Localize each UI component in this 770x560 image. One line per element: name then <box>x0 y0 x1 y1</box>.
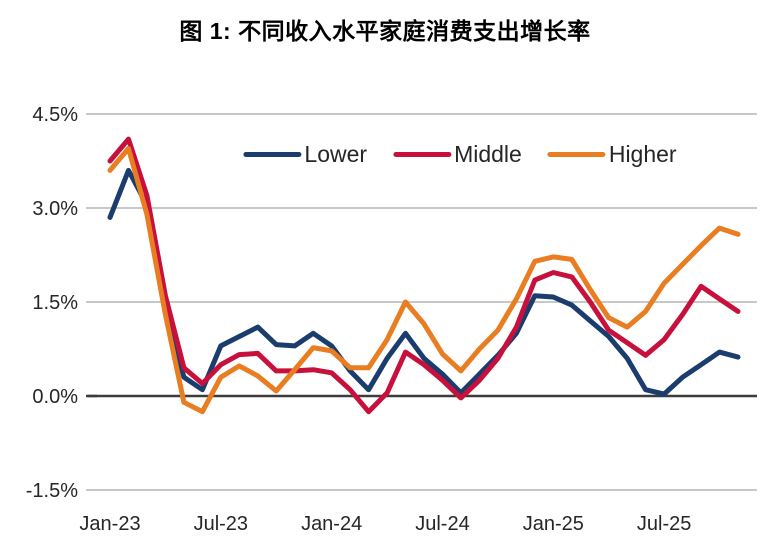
series-line-lower <box>107 167 741 397</box>
higher-line-swatch <box>547 152 606 157</box>
chart-legend: Lower Middle Higher <box>243 141 677 167</box>
chart-title: 图 1: 不同收入水平家庭消费支出增长率 <box>179 18 591 44</box>
legend-item-lower: Lower <box>243 143 367 166</box>
legend-item-higher: Higher <box>547 141 677 167</box>
legend-label-middle: Middle <box>454 141 522 167</box>
y-axis-tick-label: -1.5% <box>26 480 78 502</box>
x-axis-tick-label: Jul-25 <box>637 513 691 535</box>
series-line-middle <box>107 136 741 415</box>
x-axis-tick-label: Jan-23 <box>79 513 140 535</box>
legend-label-higher: Higher <box>608 141 677 167</box>
y-axis-tick-label: 0.0% <box>32 386 78 408</box>
y-axis-tick-label: 1.5% <box>32 292 78 314</box>
y-axis-tick-label: 4.5% <box>32 104 78 126</box>
x-axis-tick-label: Jan-24 <box>301 513 362 535</box>
line-chart: 4.5% 3.0% 1.5% 0.0% -1.5%Jan-23 Jul-23 Jan-24 J… <box>26 104 757 535</box>
y-axis-tick-label: 3.0% <box>32 198 78 220</box>
x-axis-tick-label: Jul-23 <box>194 513 248 535</box>
legend-label-lower: Lower <box>304 141 368 167</box>
x-axis-tick-label: Jan-25 <box>523 513 584 535</box>
legend-item-middle: Middle <box>393 143 522 166</box>
lower-line-swatch <box>243 152 302 157</box>
chart-area: 4.5% 3.0% 1.5% 0.0% -1.5% Jan-23 Jul-23 Jan-24 J… <box>0 60 770 560</box>
series-line-higher <box>107 146 741 415</box>
middle-line-swatch <box>393 152 452 157</box>
x-axis-tick-label: Jul-24 <box>415 513 469 535</box>
